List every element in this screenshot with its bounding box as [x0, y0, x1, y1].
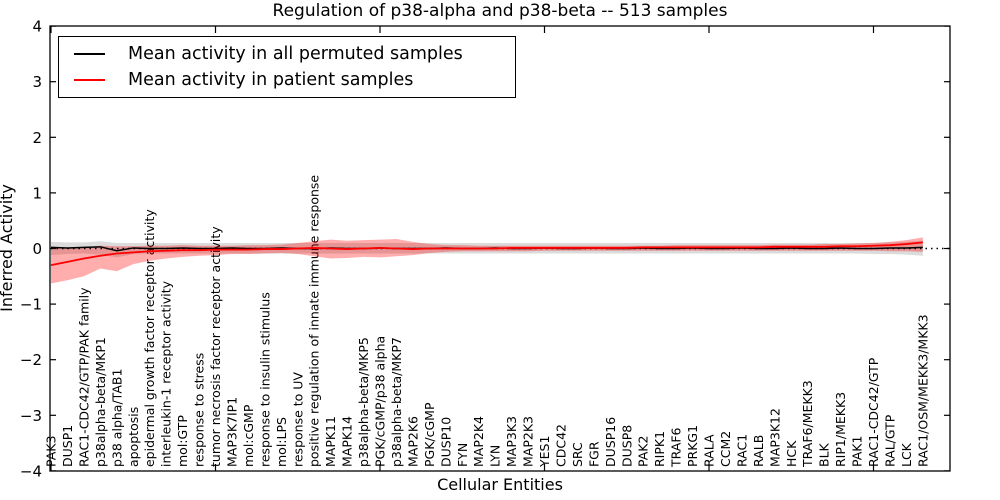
category-label: RALB [751, 435, 766, 467]
category-label: mol:cGMP [241, 404, 256, 467]
category-label: MAPK11 [323, 416, 338, 467]
mean-line-patient [50, 241, 923, 267]
category-label: DUSP16 [603, 417, 618, 467]
category-label: p38 alpha/TAB1 [109, 369, 124, 467]
category-label: MAP2K6 [405, 416, 420, 467]
category-label: PAK1 [850, 436, 865, 467]
category-label: CDC42 [553, 424, 568, 467]
category-label: epidermal growth factor receptor activit… [142, 209, 157, 467]
y-tick-label: 2 [32, 129, 42, 147]
legend: Mean activity in all permuted samples Me… [58, 36, 516, 98]
category-label: PGK/cGMP [422, 402, 437, 467]
category-label: MAP3K7IP1 [224, 397, 239, 467]
category-label: RALA [702, 434, 717, 467]
category-label: RIP1/MEKK3 [833, 392, 848, 467]
category-label: interleukin-1 receptor activity [159, 280, 174, 467]
category-label: YES1 [537, 436, 552, 468]
category-label: MAP3K3 [504, 416, 519, 467]
y-tick-label: −4 [20, 462, 42, 480]
category-label: LYN [488, 445, 503, 467]
y-tick-label: 4 [32, 18, 42, 36]
category-label: HCK [784, 440, 799, 467]
legend-label-patient: Mean activity in patient samples [128, 70, 414, 91]
category-label: DUSP8 [619, 425, 634, 467]
x-axis-title: Cellular Entities [437, 475, 563, 494]
category-label: mol:LPS [274, 417, 289, 467]
category-label: PAK3 [44, 436, 59, 467]
category-label: tumor necrosis factor receptor activity [208, 226, 223, 467]
legend-line-sample-patient [74, 79, 105, 82]
category-label: p38alpha-beta/MKP5 [356, 337, 371, 467]
y-tick-label: 0 [32, 240, 42, 258]
category-label: MAP2K3 [521, 416, 536, 467]
category-label: apoptosis [126, 407, 141, 467]
y-tick-label: −1 [20, 296, 42, 314]
category-label: MAP3K12 [767, 408, 782, 467]
category-label: RAC1 [734, 434, 749, 467]
category-label: LCK [899, 442, 914, 467]
category-label: RAC1-CDC42/GTP/PAK family [76, 287, 91, 467]
y-tick-label: −2 [20, 351, 42, 369]
y-tick-label: 3 [32, 73, 42, 91]
category-label: MAPK14 [340, 416, 355, 467]
legend-entry-patient: Mean activity in patient samples [74, 70, 515, 90]
category-label: RAC1/OSM/MEKK3/MKK3 [915, 314, 930, 467]
category-label: SRC [570, 442, 585, 467]
category-label: PAK2 [636, 436, 651, 467]
category-label: TRAF6/MEKK3 [800, 380, 815, 468]
legend-entry-permuted: Mean activity in all permuted samples [74, 44, 515, 64]
category-label: PGK/cGMP/p38 alpha [373, 336, 388, 467]
category-label: mol:GTP [175, 415, 190, 467]
category-label: BLK [817, 442, 832, 467]
category-label: FGR [586, 441, 601, 467]
y-axis-title: Inferred Activity [0, 184, 16, 312]
category-label: FYN [455, 443, 470, 467]
category-label: p38alpha-beta/MKP1 [93, 337, 108, 467]
category-label: TRAF6 [669, 427, 684, 468]
chart-title: Regulation of p38-alpha and p38-beta -- … [273, 1, 728, 21]
category-label: positive regulation of innate immune res… [307, 175, 322, 467]
y-tick-label: 1 [32, 184, 42, 202]
category-label: CCM2 [718, 431, 733, 467]
category-label: MAP2K4 [471, 416, 486, 467]
category-label: response to insulin stimulus [257, 292, 272, 467]
category-label: RIPK1 [652, 431, 667, 467]
category-label: PRKG1 [685, 425, 700, 467]
category-label: RAL/GTP [882, 414, 897, 467]
category-label: response to UV [290, 372, 305, 467]
category-label: response to stress [192, 353, 207, 467]
category-label: RAC1-CDC42/GTP [866, 357, 881, 467]
y-tick-label: −3 [20, 407, 42, 425]
legend-line-sample-permuted [74, 52, 105, 55]
category-label: DUSP10 [438, 417, 453, 467]
category-label: DUSP1 [60, 425, 75, 467]
legend-label-permuted: Mean activity in all permuted samples [128, 43, 463, 64]
category-label: p38alpha-beta/MKP7 [389, 337, 404, 467]
